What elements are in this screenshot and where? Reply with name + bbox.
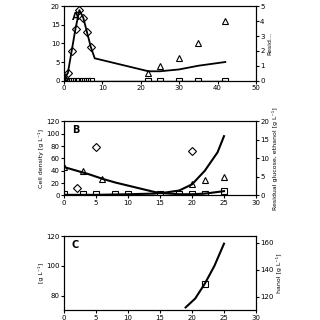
Text: C: C xyxy=(72,240,79,250)
Y-axis label: Cell density [g L⁻¹]: Cell density [g L⁻¹] xyxy=(37,129,44,188)
Text: B: B xyxy=(72,125,79,135)
Y-axis label: hanol [g L⁻¹]: hanol [g L⁻¹] xyxy=(276,253,283,293)
Y-axis label: Residual glucose, ethanol [g L⁻¹]: Residual glucose, ethanol [g L⁻¹] xyxy=(272,107,278,210)
Y-axis label: [g L⁻¹]: [g L⁻¹] xyxy=(37,263,44,284)
Text: A: A xyxy=(72,12,79,22)
Y-axis label: Resid…: Resid… xyxy=(268,32,272,55)
